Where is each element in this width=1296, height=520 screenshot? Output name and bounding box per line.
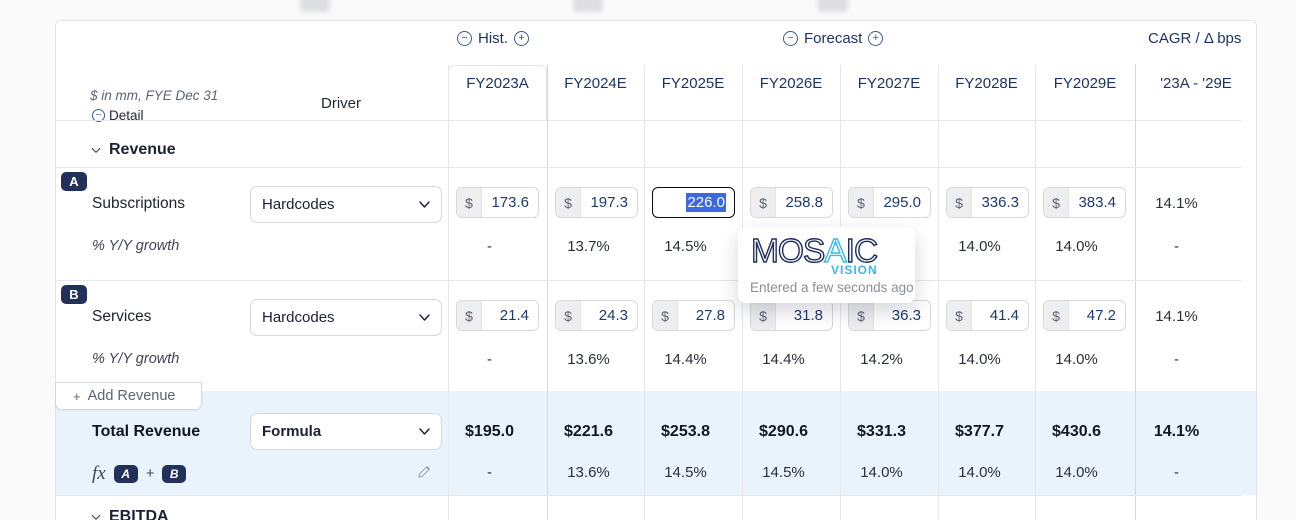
svg-text:VISION: VISION xyxy=(831,263,878,277)
